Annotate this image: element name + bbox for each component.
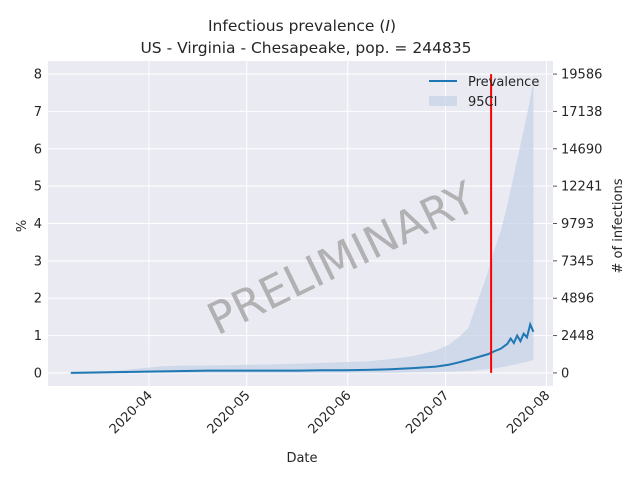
- ci-band: [70, 81, 534, 373]
- grid: [48, 61, 553, 386]
- y-right-tick-label: 14690: [561, 142, 602, 157]
- y-axis-right: 0 2448 4896 7345 9793 12241 14690 17138 19586: [553, 68, 602, 381]
- y-tick-label: 0: [34, 366, 42, 381]
- y-tick-label: 7: [34, 105, 42, 120]
- y-axis-right-label: # of infections: [611, 178, 626, 273]
- prevalence-line: [70, 321, 535, 374]
- ci-band-layer: [70, 81, 534, 373]
- y-tick-label: 6: [34, 142, 42, 157]
- y-tick-label: 3: [34, 254, 42, 269]
- legend-band-label: 95CI: [468, 95, 497, 110]
- legend-band-swatch: [429, 96, 457, 106]
- x-tick-label: 2020-05: [205, 388, 254, 437]
- y-right-tick-label: 19586: [561, 68, 602, 83]
- y-right-tick-label: 17138: [561, 105, 602, 120]
- x-axis-label: Date: [286, 451, 317, 466]
- y-tick-label: 2: [34, 292, 42, 307]
- y-right-tick-label: 4896: [561, 292, 594, 307]
- y-right-tick-label: 12241: [561, 180, 602, 195]
- y-tick-label: 8: [34, 68, 42, 83]
- y-tick-label: 4: [34, 217, 42, 232]
- x-tick-label: 2020-06: [306, 388, 355, 437]
- x-tick-label: 2020-04: [107, 388, 156, 437]
- y-right-tick-label: 0: [561, 366, 569, 381]
- legend-line-label: Prevalence: [468, 75, 539, 90]
- chart-title-line2: US - Virginia - Chesapeake, pop. = 24483…: [140, 39, 471, 57]
- chart-title-line1: Infectious prevalence (I): [208, 17, 396, 35]
- legend: Prevalence 95CI: [429, 75, 539, 110]
- y-tick-label: 1: [34, 329, 42, 344]
- y-right-tick-label: 9793: [561, 217, 594, 232]
- y-tick-label: 5: [34, 180, 42, 195]
- y-right-tick-label: 2448: [561, 329, 594, 344]
- x-axis: 2020-04 2020-05 2020-06 2020-07 2020-08: [107, 388, 554, 437]
- y-right-tick-label: 7345: [561, 254, 594, 269]
- y-axis-label: %: [15, 220, 30, 232]
- y-axis-left: 0 1 2 3 4 5 6 7 8: [34, 68, 42, 382]
- x-tick-label: 2020-08: [504, 388, 553, 437]
- prevalence-line-layer: [70, 321, 535, 374]
- x-tick-label: 2020-07: [403, 388, 452, 437]
